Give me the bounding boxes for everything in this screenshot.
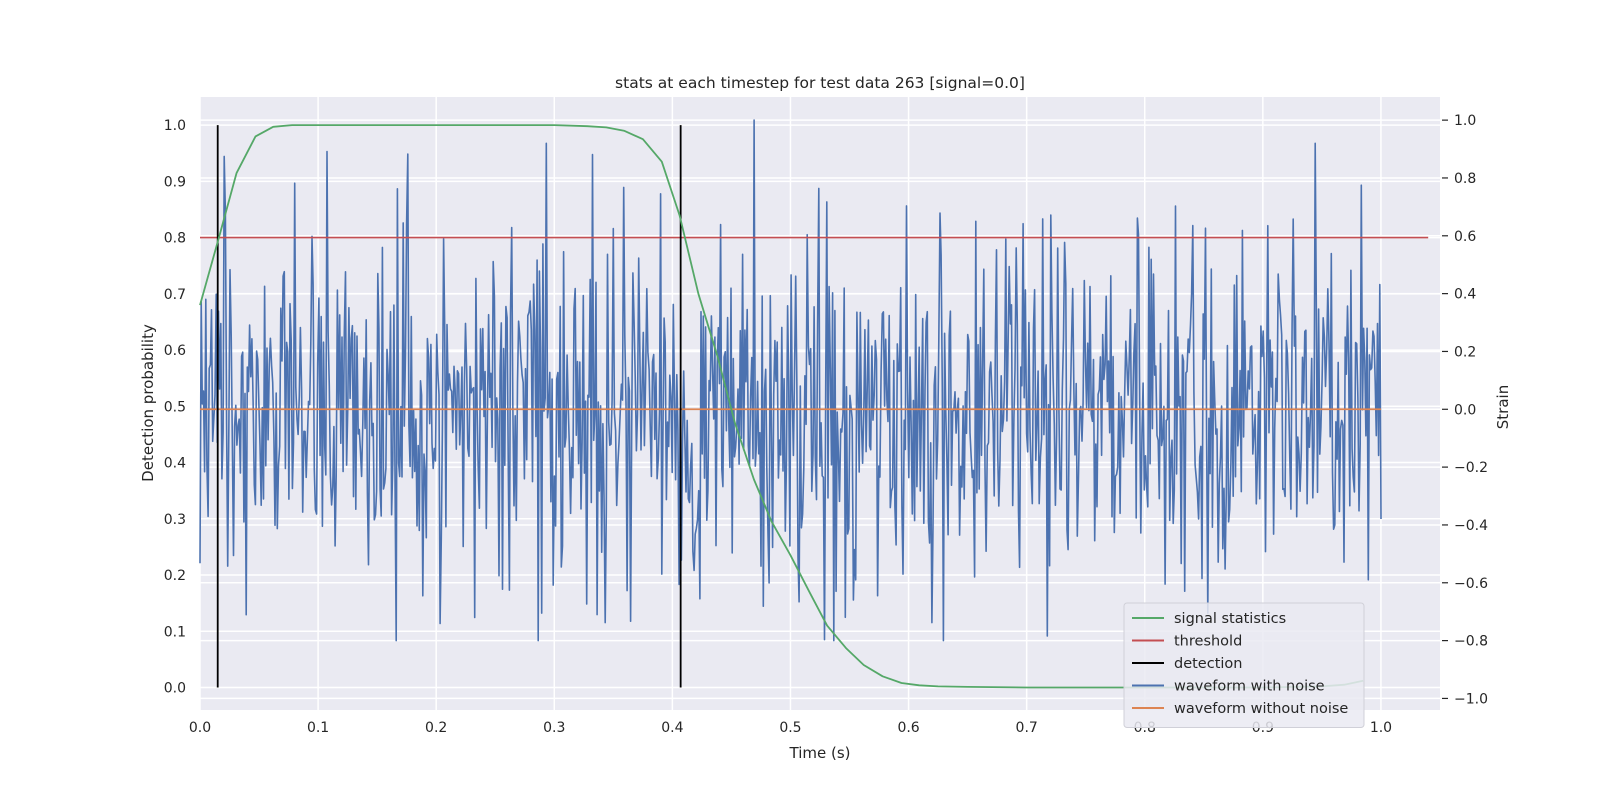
legend: signal statistics threshold detection wavef… <box>1123 602 1365 728</box>
y-right-tick-label: −0.8 <box>1454 634 1488 650</box>
y-right-tick-label: −1.0 <box>1454 691 1488 707</box>
y-left-tick-label: 0.7 <box>164 287 186 303</box>
legend-label: waveform with noise <box>1174 679 1325 695</box>
x-axis-label: Time (s) <box>789 744 851 762</box>
y-left-tick-label: 0.0 <box>164 681 186 697</box>
x-tick-label: 0.1 <box>307 720 329 736</box>
y-right-tick-label: 1.0 <box>1454 113 1476 129</box>
x-tick-label: 0.3 <box>543 720 565 736</box>
y-left-tick-label: 0.6 <box>164 343 186 359</box>
y-left-tick-label: 0.1 <box>164 624 186 640</box>
waveform-with-noise-line <box>199 119 1382 642</box>
y-left-tick-label: 0.3 <box>164 512 186 528</box>
legend-label: threshold <box>1174 634 1242 650</box>
x-tick-label: 0.0 <box>189 720 211 736</box>
y-right-tick-label: 0.2 <box>1454 344 1476 360</box>
y-axis-left-label: Detection probability <box>139 324 157 482</box>
y-right-tick-label: 0.0 <box>1454 402 1476 418</box>
y-left-tick-label: 0.9 <box>164 174 186 190</box>
legend-label: signal statistics <box>1174 611 1286 627</box>
x-tick-label: 0.5 <box>779 720 801 736</box>
legend-label: detection <box>1174 656 1242 672</box>
x-tick-label: 0.7 <box>1016 720 1038 736</box>
y-right-tick-label: 0.4 <box>1454 287 1476 303</box>
y-left-tick-label: 1.0 <box>164 118 186 134</box>
y-right-tick-label: 0.6 <box>1454 229 1476 245</box>
legend-label: waveform without noise <box>1174 701 1348 717</box>
y-axis-left: 0.0 0.1 0.2 0.3 0.4 0.5 0.6 0.7 0.8 0.9 1.0 <box>164 118 186 696</box>
y-right-tick-label: −0.6 <box>1454 576 1488 592</box>
x-tick-label: 1.0 <box>1370 720 1392 736</box>
series-signal-statistics <box>199 124 1364 689</box>
x-tick-label: 0.4 <box>661 720 683 736</box>
x-tick-label: 0.2 <box>425 720 447 736</box>
series-layer <box>199 119 1429 689</box>
chart-title: stats at each timestep for test data 263… <box>615 74 1025 92</box>
y-axis-right-label: Strain <box>1494 385 1512 429</box>
y-left-tick-label: 0.4 <box>164 456 186 472</box>
y-left-tick-label: 0.8 <box>164 231 186 247</box>
x-tick-label: 0.6 <box>897 720 919 736</box>
legend-box <box>1123 602 1365 728</box>
signal-statistics-line <box>199 124 1364 689</box>
y-left-tick-label: 0.2 <box>164 568 186 584</box>
series-waveform-with-noise <box>199 119 1382 642</box>
y-right-tick-label: 0.8 <box>1454 171 1476 187</box>
y-right-tick-label: −0.4 <box>1454 518 1488 534</box>
y-left-tick-label: 0.5 <box>164 399 186 415</box>
y-axis-right: −1.0 −0.8 −0.6 −0.4 −0.2 0.0 0.2 0.4 0.6 0.8 1.0 <box>1442 113 1488 707</box>
y-right-tick-label: −0.2 <box>1454 460 1488 476</box>
